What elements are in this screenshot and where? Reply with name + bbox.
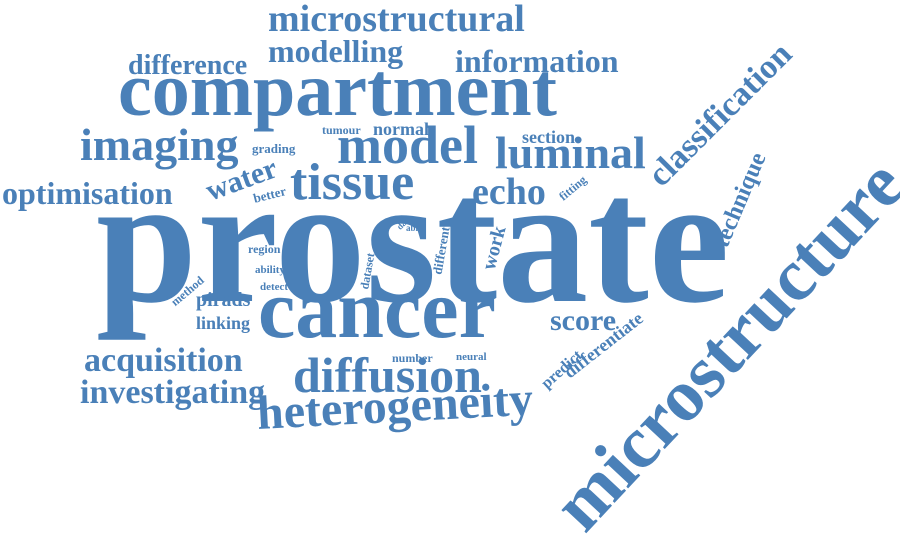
word-cancer: cancer xyxy=(258,263,496,356)
word-information: information xyxy=(455,43,619,79)
word-investigating: investigating xyxy=(80,374,266,411)
word-compartment: compartment xyxy=(118,48,557,132)
word-normal: normal xyxy=(373,119,429,139)
word-optimisation: optimisation xyxy=(2,175,173,211)
word-section: section xyxy=(522,127,575,147)
word-region: region xyxy=(248,242,281,256)
word-acquisition: acquisition xyxy=(84,342,243,379)
word-prostate: prostate xyxy=(96,140,730,341)
word-microstructural: microstructural xyxy=(268,0,525,40)
word-difference: difference xyxy=(128,50,248,81)
word-modelling: modelling xyxy=(268,33,404,69)
word-linking: linking xyxy=(196,313,251,333)
word-imaging: imaging xyxy=(80,119,239,170)
word-diffusion: diffusion xyxy=(293,347,482,403)
word-heterogeneity: heterogeneity xyxy=(255,372,535,440)
word-grading: grading xyxy=(252,141,296,156)
word-neural: neural xyxy=(456,351,487,363)
word-luminal: luminal xyxy=(495,127,646,178)
word-echo: echo xyxy=(472,171,546,213)
word-pirads: pirads xyxy=(196,289,251,311)
word-ability: ability xyxy=(255,264,285,276)
word-model: model xyxy=(337,115,478,175)
word-detect: detect xyxy=(260,281,289,293)
word-tissue: tissue xyxy=(290,154,415,211)
word-score: score xyxy=(550,304,617,337)
word-number: number xyxy=(392,351,433,365)
word-tumour: tumour xyxy=(322,123,361,137)
word-able: able xyxy=(406,223,423,233)
